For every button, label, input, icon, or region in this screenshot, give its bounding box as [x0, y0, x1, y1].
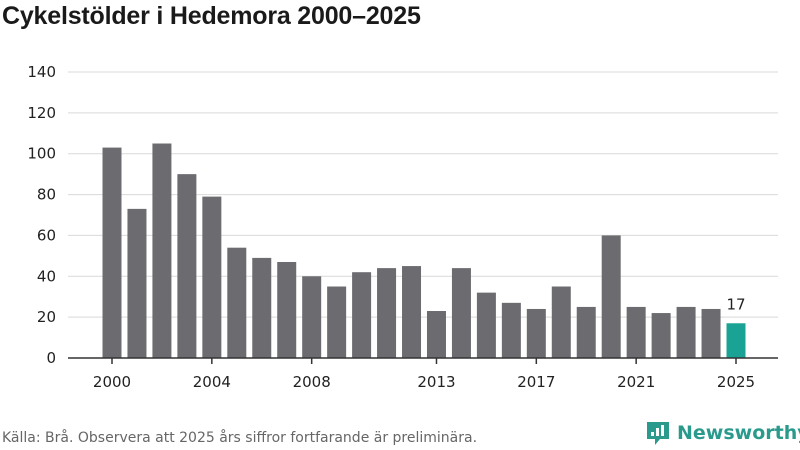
y-tick-label: 0 — [46, 349, 56, 367]
x-tick-label: 2017 — [517, 373, 555, 391]
bar — [202, 196, 222, 358]
bar — [601, 235, 621, 358]
x-tick-label: 2000 — [93, 373, 131, 391]
y-tick-label: 120 — [27, 104, 56, 122]
bar — [152, 143, 172, 358]
bar — [626, 306, 646, 358]
bar-chart: 0 20 40 60 80 100 120 140 17 2000 2004 2008 2013 2017… — [27, 63, 778, 391]
bar — [277, 261, 297, 358]
y-tick-label: 80 — [37, 186, 56, 204]
bar — [476, 292, 496, 358]
y-tick-label: 60 — [37, 226, 56, 244]
bar — [227, 247, 247, 358]
chart-title: Cykelstölder i Hedemora 2000–2025 — [2, 2, 421, 30]
bar — [701, 308, 721, 358]
brand-name: Newsworthy — [677, 422, 800, 444]
bar — [352, 272, 372, 358]
bar — [451, 268, 471, 358]
bar — [127, 208, 147, 358]
bar — [551, 286, 571, 358]
y-tick-label: 100 — [27, 145, 56, 163]
bar — [676, 306, 696, 358]
bar — [651, 313, 671, 358]
bar — [102, 147, 122, 358]
y-tick-label: 140 — [27, 63, 56, 81]
x-tick-label: 2004 — [193, 373, 231, 391]
y-tick-label: 20 — [37, 308, 56, 326]
bar — [426, 311, 446, 358]
x-tick-label: 2013 — [417, 373, 455, 391]
bar — [252, 257, 272, 358]
x-tick-label: 2025 — [717, 373, 755, 391]
brand-logo: Newsworthy — [645, 420, 800, 446]
bar-highlight — [726, 323, 746, 358]
y-tick-label: 40 — [37, 267, 56, 285]
source-note: Källa: Brå. Observera att 2025 års siffr… — [2, 430, 478, 446]
bar — [526, 308, 546, 358]
bar — [501, 302, 521, 358]
bar — [302, 276, 322, 358]
bar — [576, 306, 596, 358]
bar — [327, 286, 347, 358]
bar — [177, 174, 197, 358]
newsworthy-logo-icon — [647, 422, 669, 445]
bar — [377, 268, 397, 358]
x-tick-label: 2008 — [293, 373, 331, 391]
data-label: 17 — [726, 295, 745, 313]
bar — [402, 266, 422, 358]
x-tick-label: 2021 — [617, 373, 655, 391]
